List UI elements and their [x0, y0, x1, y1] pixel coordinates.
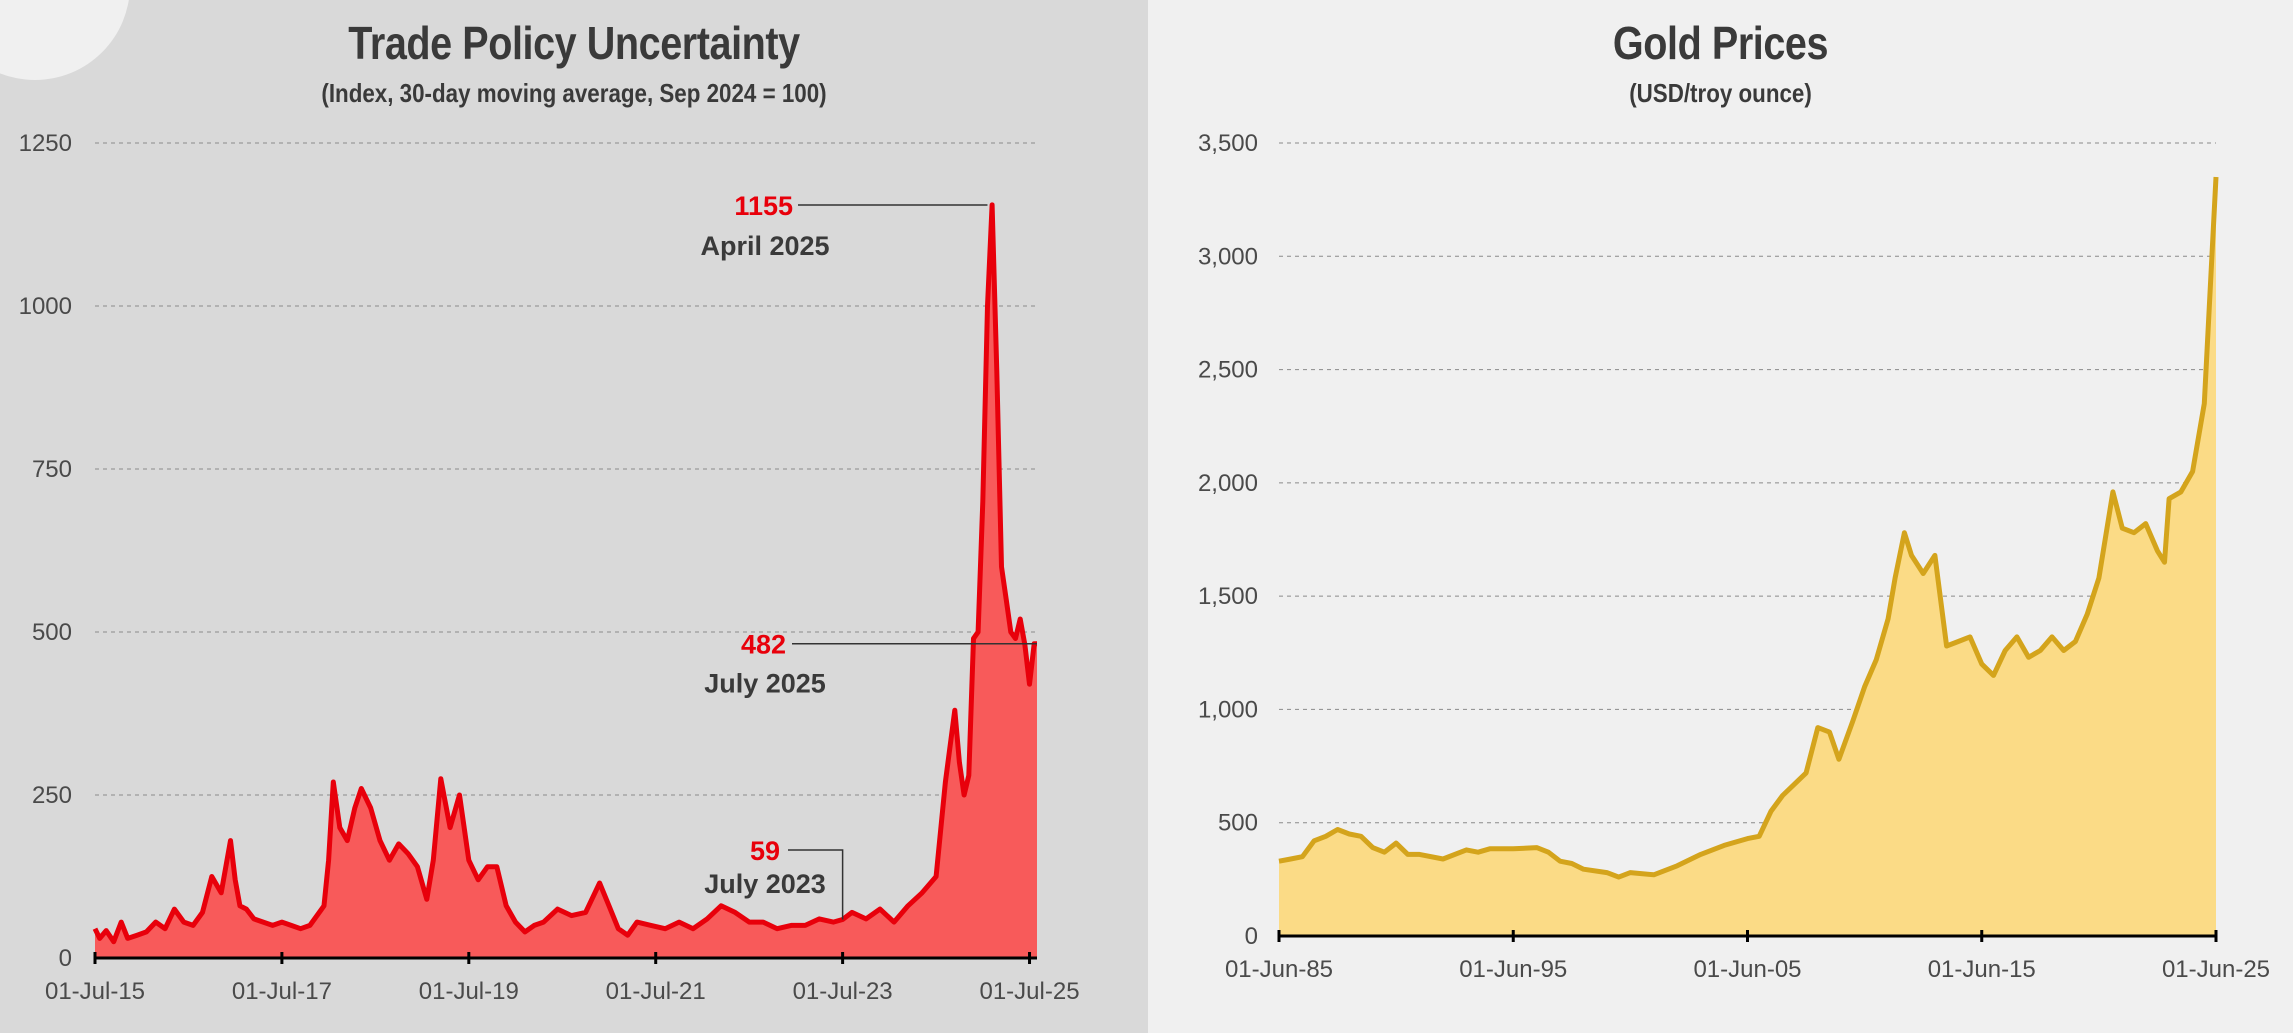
annotation-label: April 2025 [700, 231, 829, 261]
series-area [1279, 177, 2216, 936]
y-tick-label: 3,500 [1198, 130, 1258, 157]
y-tick-label: 3,000 [1198, 243, 1258, 270]
x-tick-label: 01-Jun-85 [1225, 956, 1333, 983]
x-tick-label: 01-Jun-15 [1928, 956, 2036, 983]
x-tick-label: 01-Jul-15 [45, 978, 145, 1005]
x-tick-label: 01-Jun-05 [1693, 956, 1801, 983]
annotation-value: 59 [750, 836, 780, 866]
y-tick-label: 500 [32, 619, 72, 646]
series-line [92, 202, 1037, 945]
y-tick-label: 1,500 [1198, 583, 1258, 610]
y-tick-label: 1,000 [1198, 696, 1258, 723]
series-line [1278, 176, 2219, 880]
x-tick-label: 01-Jun-25 [2162, 956, 2270, 983]
gold-chart-subtitle: (USD/troy ounce) [1629, 78, 1812, 108]
x-tick-label: 01-Jul-21 [606, 978, 706, 1005]
y-tick-label: 0 [1245, 923, 1258, 950]
series-area [95, 204, 1037, 958]
annotation-value: 1155 [734, 191, 793, 221]
y-tick-label: 2,500 [1198, 357, 1258, 384]
y-tick-label: 2,000 [1198, 470, 1258, 497]
y-tick-label: 250 [32, 782, 72, 809]
annotation-label: July 2025 [704, 669, 826, 699]
x-tick-label: 01-Jul-19 [419, 978, 519, 1005]
gold-chart-title: Gold Prices [1612, 17, 1829, 69]
y-tick-label: 1250 [19, 130, 72, 157]
x-tick-label: 01-Jun-95 [1459, 956, 1567, 983]
y-tick-label: 0 [59, 945, 72, 972]
x-tick-label: 01-Jul-23 [793, 978, 893, 1005]
trade-chart-subtitle: (Index, 30-day moving average, Sep 2024 … [321, 78, 827, 108]
x-tick-label: 01-Jul-25 [979, 978, 1079, 1005]
y-tick-label: 750 [32, 456, 72, 483]
trade-policy-panel: Trade Policy Uncertainty (Index, 30-day … [0, 0, 1148, 1033]
annotation-leader-line [788, 849, 844, 920]
x-tick-label: 01-Jul-17 [232, 978, 332, 1005]
y-tick-label: 500 [1218, 810, 1258, 837]
trade-policy-chart: 0 250 500 750 1000 1250 01-Jul-15 01-Jul-17 01-J… [19, 130, 1080, 1005]
y-tick-label: 1000 [19, 293, 72, 320]
gold-prices-chart: 0 500 1,000 1,500 2,000 2,500 3,000 3,500 01-Jun… [1198, 130, 2270, 983]
annotation-value: 482 [741, 630, 786, 660]
trade-chart-title: Trade Policy Uncertainty [348, 17, 800, 69]
gold-prices-panel: Gold Prices (USD/troy ounce) 0 500 1,000 1,… [1148, 0, 2293, 1033]
annotation-label: July 2023 [704, 869, 826, 899]
